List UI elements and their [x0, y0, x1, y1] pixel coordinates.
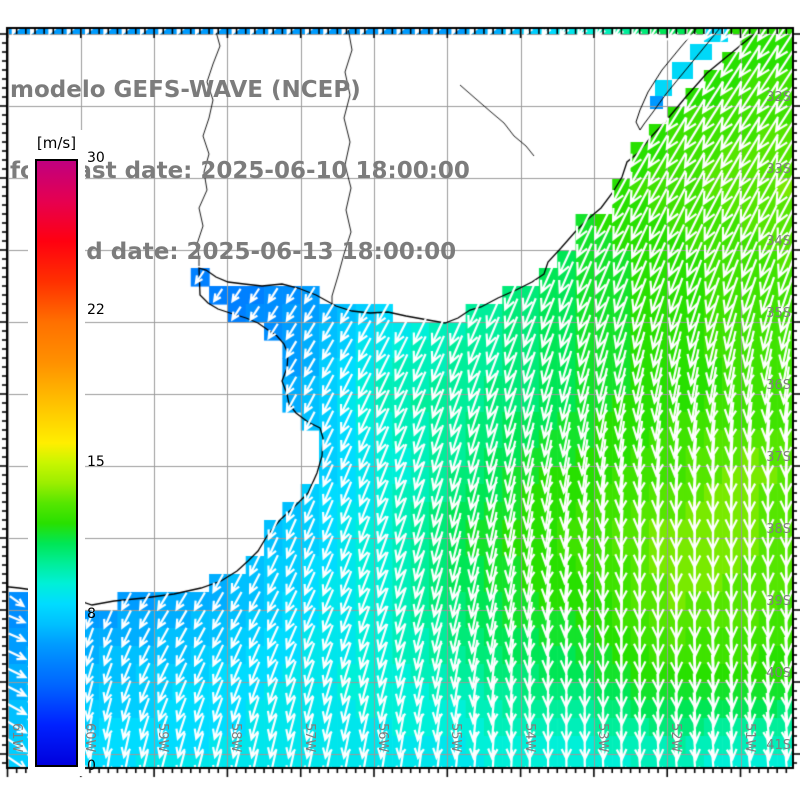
lat-tick-label: 38S	[766, 522, 791, 537]
lon-tick-label: 57W	[301, 723, 317, 753]
lat-tick-label: 33S	[766, 162, 791, 177]
lat-tick-label: 32S	[766, 90, 791, 105]
colorbar: [m/s] 30 22 15 8 0	[28, 130, 105, 776]
lat-tick-label: 35S	[766, 306, 791, 321]
lat-tick-label: 37S	[766, 450, 791, 465]
colorbar-gradient	[35, 159, 78, 767]
lat-tick-label: 36S	[766, 378, 791, 393]
lon-tick-label: 55W	[448, 723, 464, 753]
lon-tick-label: 52W	[668, 723, 684, 753]
lat-tick-label: 39S	[766, 594, 791, 609]
lat-tick-label: 41S	[766, 738, 791, 753]
colorbar-tick: 8	[87, 606, 96, 623]
lon-tick-label: 58W	[228, 723, 244, 753]
lon-tick-label: 59W	[155, 723, 171, 753]
lon-tick-label: 60W	[81, 723, 97, 753]
model-title: modelo GEFS-WAVE (NCEP)	[10, 77, 361, 103]
colorbar-tick: 22	[87, 302, 105, 319]
lon-tick-label: 61W	[8, 723, 24, 753]
lon-tick-label: 51W	[741, 723, 757, 753]
colorbar-tick: 30	[87, 150, 105, 167]
lon-tick-label: 56W	[375, 723, 390, 753]
colorbar-tick: 15	[87, 454, 105, 471]
lon-tick-label: 54W	[521, 723, 537, 753]
colorbar-tick: 0	[87, 758, 96, 775]
lon-tick-label: 53W	[594, 723, 610, 753]
colorbar-unit-label: [m/s]	[36, 134, 77, 152]
lat-tick-label: 34S	[766, 234, 791, 249]
lat-tick-label: 40S	[766, 666, 791, 681]
